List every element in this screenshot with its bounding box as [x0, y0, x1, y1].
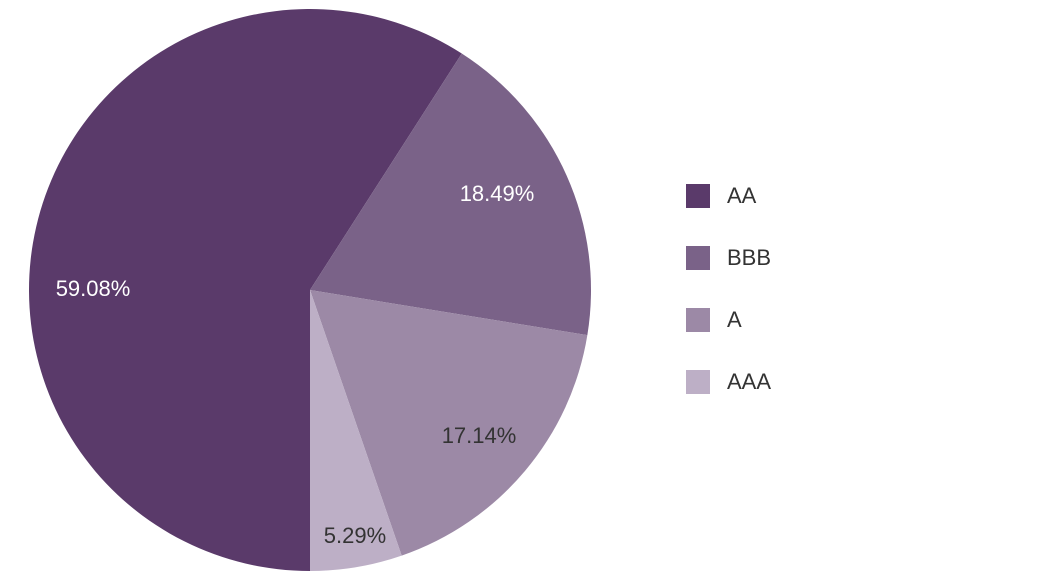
pie-slice-a[interactable]: [310, 290, 588, 556]
legend-item-a[interactable]: A: [686, 307, 771, 332]
slice-label: 5.29%: [324, 523, 386, 548]
slice-label: 17.14%: [442, 423, 517, 448]
pie-slice-aaa[interactable]: [310, 290, 402, 571]
legend-label: A: [727, 306, 742, 332]
legend-item-aa[interactable]: AA: [686, 183, 771, 208]
legend-label: BBB: [727, 244, 772, 270]
legend-label: AAA: [727, 368, 772, 394]
legend: AA BBB A AAA: [686, 183, 771, 431]
legend-swatch: [686, 245, 710, 270]
pie-chart: 59.08% 18.49% 17.14% 5.29%: [29, 9, 591, 572]
legend-swatch: [686, 369, 710, 394]
pie-slice-bbb[interactable]: [310, 53, 591, 336]
legend-item-aaa[interactable]: AAA: [686, 369, 771, 394]
legend-label: AA: [727, 182, 757, 208]
slice-label: 59.08%: [56, 276, 131, 301]
pie-slice-aa[interactable]: [29, 9, 462, 572]
slice-label: 18.49%: [460, 181, 535, 206]
legend-item-bbb[interactable]: BBB: [686, 245, 771, 270]
legend-swatch: [686, 307, 710, 332]
legend-swatch: [686, 183, 710, 208]
